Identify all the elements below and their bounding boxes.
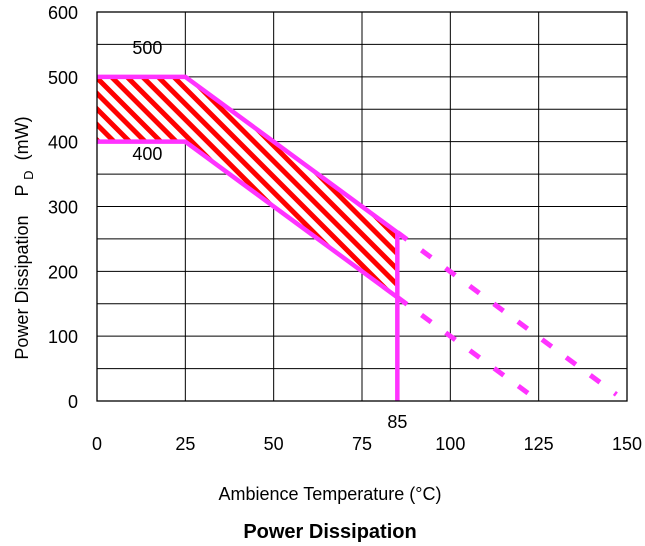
series-line-dashed [395,295,541,404]
x-tick-label: 25 [175,434,195,454]
series-line [97,74,399,235]
y-tick-labels: 0 100 200 300 400 500 600 [48,3,78,412]
y-tick-label: 200 [48,262,78,282]
y-tick-label: 100 [48,327,78,347]
y-axis-label: Power Dissipation P D (mW) [12,116,37,359]
x-tick-label: 100 [435,434,465,454]
chart-title: Power Dissipation [243,521,416,543]
y-axis-label-symbol: P [12,185,32,197]
series-layer [97,74,618,404]
y-axis-label-subscript: D [21,170,36,179]
plot-frame [96,11,628,402]
y-tick-label: 500 [48,68,78,88]
x-axis-label: Ambience Temperature (°C) [219,484,442,504]
x-tick-labels: 0 25 50 75 100 125 150 [92,434,642,454]
annotations: 500 400 85 [132,38,407,432]
annotation-label: 400 [132,144,162,164]
annotation-label: 85 [387,412,407,432]
x-tick-label: 150 [612,434,642,454]
y-axis-label-unit: (mW) [12,116,32,160]
series-line-dashed [395,230,618,397]
x-tick-label: 75 [352,434,372,454]
annotation-label: 500 [132,38,162,58]
x-tick-label: 50 [264,434,284,454]
grid-lines [97,12,627,401]
y-tick-label: 400 [48,133,78,153]
y-tick-label: 0 [68,392,78,412]
y-tick-label: 600 [48,3,78,23]
x-tick-label: 125 [524,434,554,454]
series-line [97,139,399,300]
svg-text:Power Dissipation P: Power Dissipation P D (mW) [12,116,37,359]
y-axis-label-main: Power Dissipation [12,216,32,360]
x-tick-label: 0 [92,434,102,454]
y-tick-label: 300 [48,198,78,218]
